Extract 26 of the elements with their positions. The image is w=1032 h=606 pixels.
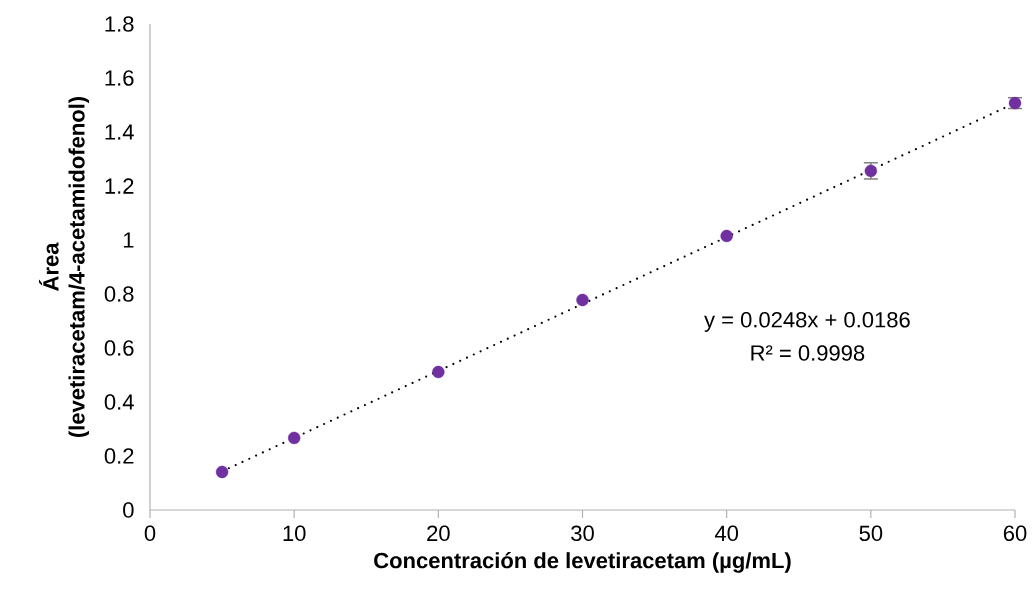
x-tick-label: 0 [144, 525, 156, 542]
x-tick-label: 50 [859, 525, 883, 542]
y-axis-title: Área (levetiracetam/4-acetamidofenol) [38, 96, 90, 438]
y-tick-label: 1.4 [105, 124, 134, 140]
y-tick-label: 1 [123, 232, 134, 248]
y-tick-label: 1.2 [105, 178, 134, 194]
point [287, 431, 301, 445]
x-tick-label: 20 [427, 525, 450, 542]
x-tick-label: 30 [571, 525, 594, 542]
x-tick-label: 10 [283, 525, 306, 542]
annotation: y = 0.0248x + 0.0186 [704, 311, 910, 332]
point [720, 229, 733, 243]
y-tick-label: 0.6 [104, 340, 134, 356]
x-tick-label: 60 [1003, 525, 1027, 542]
point [432, 365, 445, 379]
y-tick-label: 0.4 [104, 394, 134, 410]
annotation: R² = 0.9998 [751, 345, 865, 361]
x-axis-title: Concentración de levetiracetam (µg/mL) [374, 551, 791, 573]
y-tick-label: 0.8 [104, 286, 134, 302]
point [576, 293, 589, 307]
y-tick-label: 0.2 [104, 448, 134, 464]
y-tick-label: 1.6 [105, 70, 134, 86]
y-tick-label: 1.8 [105, 16, 134, 32]
x-tick-label: 40 [714, 525, 739, 542]
point [215, 465, 229, 479]
y-tick-label: 0 [123, 502, 134, 518]
